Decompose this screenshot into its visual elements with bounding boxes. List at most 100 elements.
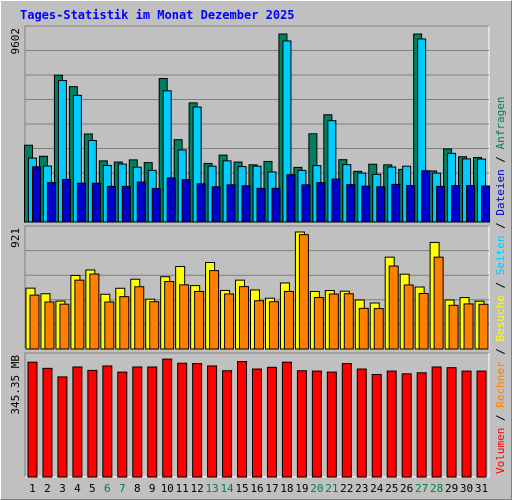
bar-seiten-14	[226, 184, 236, 223]
bar-volumen-20	[311, 370, 322, 478]
x-tick-label: 20	[310, 482, 323, 495]
bar-volumen-24	[371, 373, 382, 478]
x-tick-label: 7	[119, 482, 126, 495]
panel-top: 9602	[9, 25, 491, 223]
bar-volumen-18	[281, 361, 292, 478]
bar-volumen-9	[147, 366, 158, 478]
side-legend-part: Besuche	[494, 295, 507, 341]
side-legend-part: /	[494, 275, 507, 295]
x-tick-label: 13	[205, 482, 218, 495]
bar-rechner-29	[448, 304, 459, 350]
x-tick-label: 1	[29, 482, 36, 495]
bar-volumen-1	[27, 361, 38, 478]
bar-rechner-23	[358, 307, 369, 350]
x-tick-label: 16	[250, 482, 263, 495]
bar-volumen-19	[296, 370, 307, 478]
bar-seiten-4	[76, 182, 86, 223]
bar-rechner-19	[298, 234, 309, 350]
side-legend-part: /	[494, 408, 507, 428]
bar-volumen-10	[162, 358, 173, 478]
bar-seiten-2	[46, 182, 56, 223]
bar-volumen-4	[72, 366, 83, 478]
bar-seiten-10	[166, 177, 176, 223]
bar-rechner-4	[74, 279, 85, 350]
bar-rechner-27	[418, 292, 429, 350]
bar-volumen-30	[461, 370, 472, 478]
bar-volumen-5	[87, 369, 98, 478]
panels: 9602 921 345.35 MB	[9, 25, 491, 478]
bar-seiten-3	[61, 178, 71, 223]
x-tick-label: 30	[460, 482, 473, 495]
bar-volumen-13	[207, 365, 218, 478]
series-seiten	[31, 166, 491, 223]
bar-rechner-28	[433, 256, 444, 350]
bar-seiten-5	[91, 182, 101, 223]
bar-seiten-11	[181, 179, 191, 223]
bar-volumen-28	[431, 366, 442, 478]
bar-seiten-9	[151, 188, 161, 223]
side-legend-part: /	[494, 342, 507, 362]
bar-seiten-24	[376, 186, 386, 223]
side-legend: Volumen / Rechner / Besuche / Seiten / D…	[494, 96, 507, 474]
bar-rechner-16	[254, 300, 264, 350]
bar-seiten-22	[346, 184, 356, 223]
bar-seiten-13	[211, 186, 221, 223]
x-tick-label: 24	[370, 482, 384, 495]
bar-seiten-21	[331, 178, 341, 223]
bar-volumen-15	[237, 361, 248, 478]
x-tick-label: 31	[475, 482, 488, 495]
bar-volumen-7	[117, 371, 128, 478]
bar-volumen-29	[446, 367, 457, 478]
panel-bottom: 345.35 MB	[9, 352, 490, 478]
x-tick-label: 3	[59, 482, 66, 495]
bar-volumen-22	[341, 363, 352, 478]
x-tick-label: 5	[89, 482, 96, 495]
bar-volumen-17	[266, 366, 277, 478]
x-tick-label: 11	[176, 482, 189, 495]
bar-volumen-25	[386, 370, 397, 478]
side-legend-part: Dateien	[494, 169, 507, 215]
x-tick-label: 15	[235, 482, 248, 495]
bar-rechner-5	[89, 273, 100, 350]
bar-seiten-6	[106, 185, 116, 223]
panel-middle: 921	[9, 225, 490, 350]
x-tick-label: 6	[104, 482, 111, 495]
bar-volumen-3	[57, 376, 68, 478]
bar-rechner-2	[44, 301, 55, 350]
bar-seiten-28	[436, 185, 446, 223]
bar-rechner-3	[59, 303, 70, 350]
panel-bottom-ymax-label: 345.35 MB	[9, 355, 22, 415]
x-tick-label: 25	[385, 482, 398, 495]
series-volumen	[27, 358, 487, 478]
bar-volumen-21	[326, 371, 337, 478]
side-legend-part: Rechner	[494, 361, 507, 408]
bar-seiten-16	[256, 187, 266, 223]
bar-seiten-25	[391, 183, 401, 223]
bar-rechner-18	[283, 290, 294, 350]
bar-volumen-16	[252, 368, 262, 478]
bar-seiten-29	[451, 185, 461, 223]
x-tick-label: 19	[295, 482, 308, 495]
side-legend-part: Volumen	[494, 428, 507, 474]
x-tick-label: 27	[415, 482, 428, 495]
bar-volumen-2	[42, 367, 53, 478]
bar-rechner-21	[328, 293, 339, 350]
bar-rechner-31	[478, 303, 489, 350]
bar-rechner-8	[134, 286, 145, 350]
bar-volumen-14	[222, 370, 233, 478]
x-tick-label: 4	[74, 482, 81, 495]
bar-rechner-26	[403, 284, 414, 350]
bar-seiten-8	[136, 181, 146, 223]
x-tick-label: 9	[149, 482, 156, 495]
bar-seiten-19	[301, 184, 311, 223]
bar-seiten-18	[286, 174, 296, 223]
bar-rechner-30	[463, 303, 474, 350]
panel-bottom-edge-dark	[24, 352, 489, 477]
bar-rechner-22	[343, 293, 354, 350]
x-tick-label: 21	[325, 482, 338, 495]
bar-rechner-10	[164, 281, 175, 350]
side-legend-part: Anfragen	[494, 96, 507, 149]
bar-seiten-20	[316, 182, 326, 223]
bar-rechner-15	[239, 286, 250, 350]
